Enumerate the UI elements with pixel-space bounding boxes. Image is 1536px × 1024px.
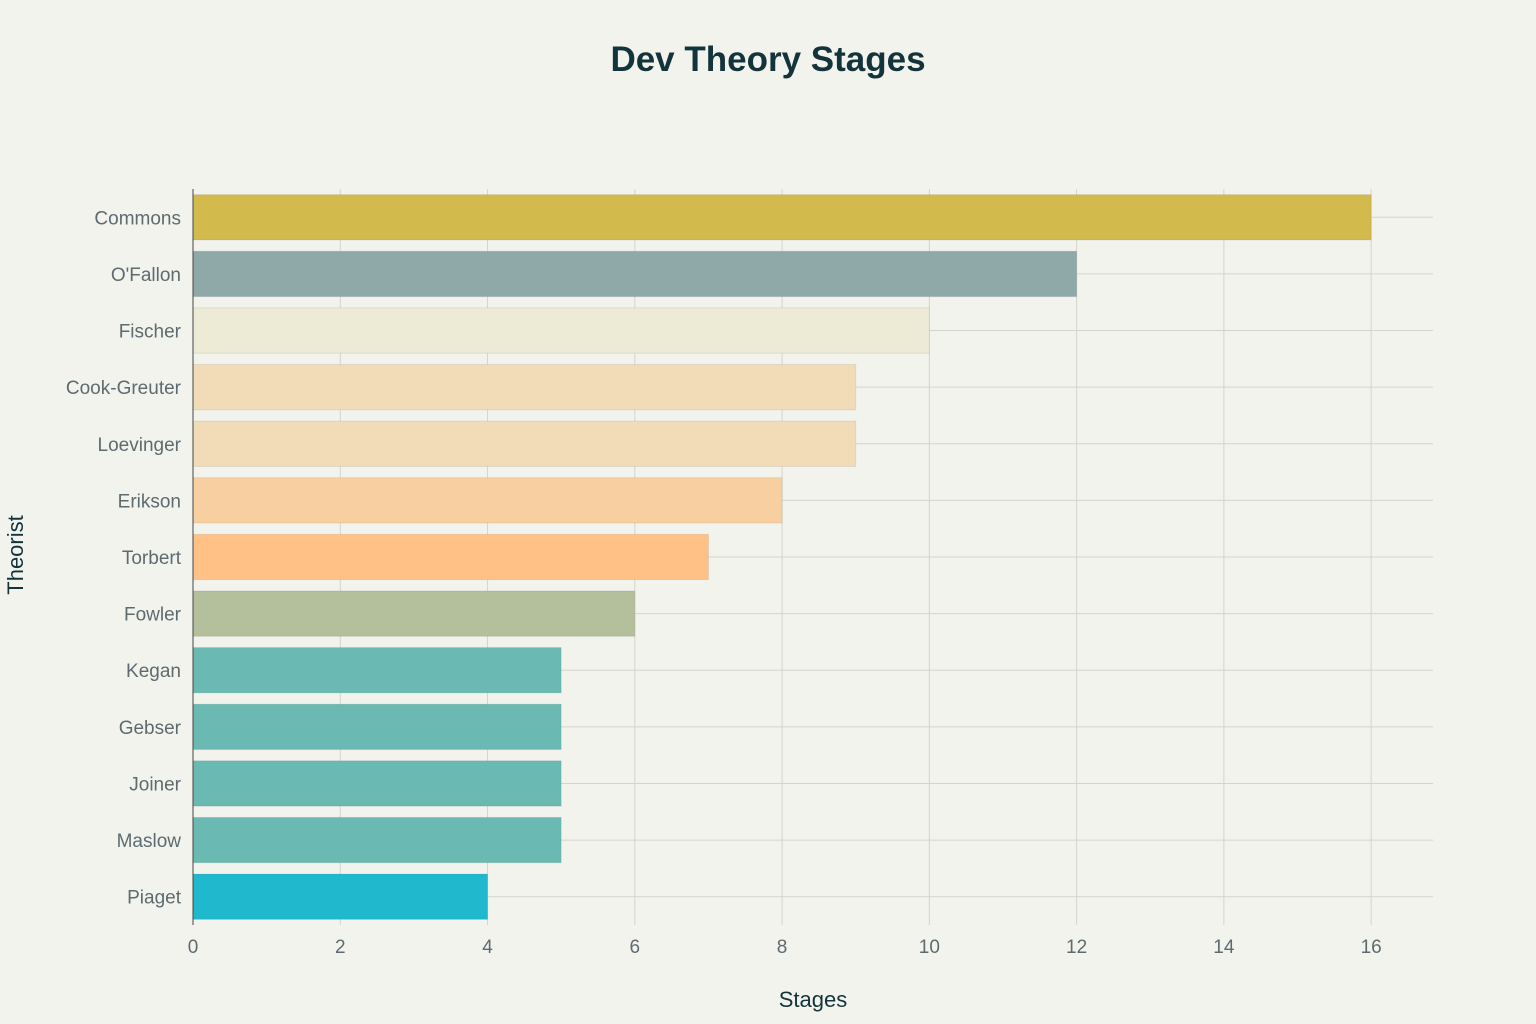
y-tick-label: Torbert — [122, 548, 182, 569]
x-tick-label: 16 — [1361, 937, 1382, 958]
y-tick-label: Joiner — [129, 774, 181, 795]
bars — [192, 194, 1372, 920]
bar-torbert[interactable] — [192, 533, 709, 581]
bar-commons[interactable] — [192, 194, 1372, 241]
bar-cook-greuter[interactable] — [192, 364, 857, 411]
x-tick-label: 14 — [1213, 937, 1235, 958]
bar-fowler[interactable] — [192, 590, 636, 637]
bar-gebser[interactable] — [192, 703, 562, 750]
y-tick-label: Kegan — [126, 661, 181, 682]
x-tick-label: 2 — [335, 937, 346, 958]
y-tick-label: O'Fallon — [111, 265, 181, 286]
y-tick-label: Fischer — [119, 322, 182, 343]
bar-kegan[interactable] — [192, 647, 562, 694]
x-tick-label: 6 — [630, 937, 641, 958]
y-tick-label: Commons — [94, 208, 181, 229]
y-axis-title: Theorist — [3, 515, 28, 594]
y-tick-label: Loevinger — [98, 435, 182, 456]
x-tick-label: 0 — [188, 937, 199, 958]
y-tick-label: Cook-Greuter — [66, 378, 182, 399]
y-tick-label: Erikson — [118, 491, 181, 512]
chart-title: Dev Theory Stages — [610, 40, 926, 79]
y-tick-label: Fowler — [124, 605, 182, 626]
bar-fischer[interactable] — [192, 307, 930, 354]
x-axis-title: Stages — [779, 987, 848, 1012]
bar-o-fallon[interactable] — [192, 250, 1078, 298]
bar-loevinger[interactable] — [192, 420, 857, 467]
bar-maslow[interactable] — [192, 816, 562, 864]
bar-piaget[interactable] — [192, 873, 489, 920]
y-tick-label: Gebser — [119, 718, 182, 739]
x-tick-label: 8 — [777, 937, 788, 958]
y-tick-label: Maslow — [117, 831, 182, 852]
y-tick-label: Piaget — [127, 888, 182, 909]
bar-erikson[interactable] — [192, 477, 783, 524]
x-tick-label: 4 — [482, 937, 493, 958]
x-tick-label: 10 — [919, 937, 940, 958]
x-tick-labels: 0 2 4 6 8 10 12 14 16 — [188, 937, 1382, 958]
x-tick-label: 12 — [1066, 937, 1087, 958]
y-tick-labels: Commons O'Fallon Fischer Cook-Greuter Loevin… — [66, 208, 182, 908]
bar-joiner[interactable] — [192, 760, 562, 807]
